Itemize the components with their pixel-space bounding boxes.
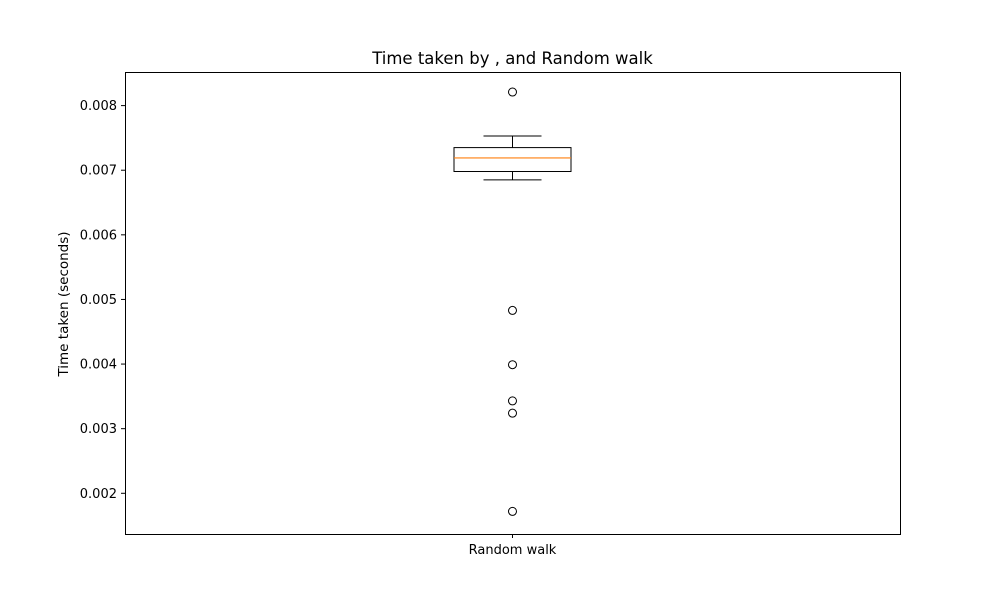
- box-series: [453, 87, 572, 516]
- y-tick-label: 0.007: [80, 164, 117, 179]
- outlier-point: [508, 87, 517, 97]
- y-axis-label: Time taken (seconds): [56, 231, 72, 377]
- x-axis-ticks: Random walk: [469, 534, 557, 558]
- y-tick-label: 0.006: [80, 228, 117, 243]
- y-tick-label: 0.003: [80, 422, 117, 437]
- y-tick-label: 0.004: [80, 358, 117, 373]
- outlier-point: [508, 305, 517, 315]
- outlier-point: [508, 360, 517, 370]
- box-iqr: [453, 147, 572, 173]
- y-tick-label: 0.002: [80, 487, 117, 502]
- y-axis-ticks: 0.002 0.003 0.004 0.005 0.006 0.007 0.008: [80, 99, 125, 502]
- outlier-point: [508, 408, 517, 418]
- outlier-point: [508, 396, 517, 406]
- x-tick-label: Random walk: [469, 543, 557, 558]
- y-tick-label: 0.005: [80, 293, 117, 308]
- y-tick-label: 0.008: [80, 99, 117, 114]
- outlier-point: [508, 506, 517, 516]
- chart-title: Time taken by , and Random walk: [371, 49, 653, 68]
